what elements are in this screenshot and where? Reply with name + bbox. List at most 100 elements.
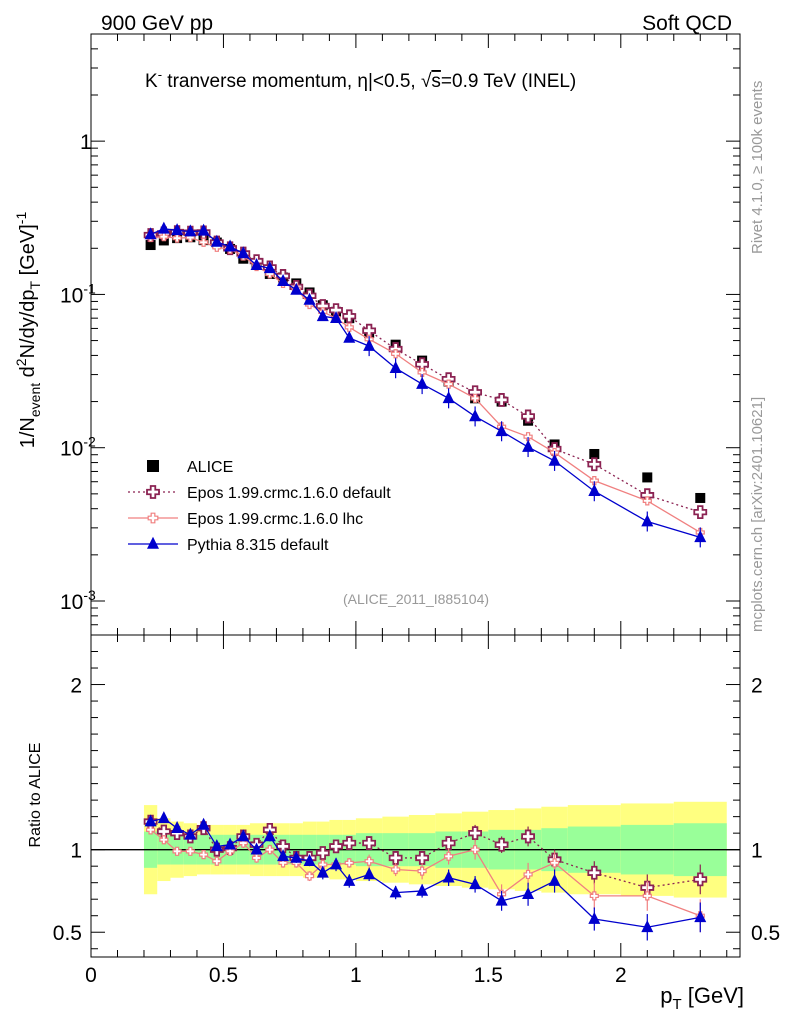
main-y-tick-exp: -2: [83, 434, 96, 450]
ratio-point: [278, 858, 288, 868]
ratio-axis-ticks: 0 0.5 1 1.5 20.5 0.51 12 2: [53, 635, 780, 987]
data-point: [303, 292, 316, 305]
data-point: [362, 323, 377, 338]
ratio-point: [344, 858, 354, 868]
x-tick-label: 1.5: [474, 964, 503, 987]
legend-label: Epos 1.99.crmc.1.6.0 default: [187, 485, 391, 502]
data-point: [444, 379, 454, 389]
title-rest3: =0.9 TeV (INEL): [441, 71, 576, 92]
title-sup: -: [158, 67, 162, 82]
ratio-point: [522, 887, 535, 900]
title-eta: η: [357, 71, 368, 92]
ratio-point: [444, 851, 454, 861]
main-y-label: 1/Nevent d2N/dy/dpT [GeV]-1: [13, 212, 43, 449]
header-left: 900 GeV pp: [101, 12, 213, 35]
ratio-point: [389, 885, 402, 898]
title-s: s: [431, 71, 441, 92]
legend-marker: [147, 512, 159, 524]
ratio-point: [442, 870, 455, 883]
ratio-point: [197, 817, 210, 830]
main-y-tick-label: 1: [80, 131, 92, 154]
ratio-y-label: Ratio to ALICE: [27, 743, 44, 848]
data-point: [157, 221, 170, 234]
data-point: [523, 432, 533, 442]
ratio-point: [171, 821, 184, 833]
ratio-point: [212, 856, 222, 866]
x-tick-label: 1: [350, 964, 362, 987]
ratio-y-tick-label: 0.5: [53, 922, 82, 945]
ratio-point: [159, 835, 169, 845]
data-point: [588, 484, 601, 497]
header-right: Soft QCD: [642, 12, 732, 35]
data-point: [184, 224, 197, 237]
ratio-point: [184, 827, 197, 840]
data-point: [495, 424, 508, 437]
legend-label: ALICE: [187, 459, 233, 476]
data-point: [469, 409, 482, 422]
ratio-point: [315, 846, 330, 860]
legend-marker: [147, 536, 159, 549]
ratio-y-tick-label-right: 2: [751, 675, 763, 698]
ratio-y-tick-label-right: 1: [751, 840, 763, 863]
data-point: [343, 330, 356, 343]
data-point: [416, 376, 429, 389]
main-y-tick-base: 1: [80, 131, 92, 154]
data-point: [344, 322, 354, 332]
ratio-point: [303, 854, 316, 867]
ratio-point: [588, 911, 601, 924]
ratio-y-tick-label: 1: [70, 840, 82, 863]
data-point: [548, 453, 561, 466]
ratio-point: [587, 865, 602, 880]
ratio-point: [277, 849, 290, 862]
ratio-point: [469, 877, 482, 890]
ratio-point: [362, 836, 377, 850]
data-point: [145, 240, 156, 251]
ratio-frame: [90, 634, 741, 958]
ratio-point: [441, 836, 456, 850]
title-sqrt: √: [421, 71, 432, 92]
ratio-point: [329, 839, 343, 854]
main-y-tick-label: 10-1: [60, 280, 96, 307]
data-point: [693, 505, 708, 520]
data-point: [198, 237, 209, 247]
ratio-point: [144, 814, 157, 827]
ratio-y-tick-label: 2: [70, 675, 82, 698]
main-plot-panel: 10-310-210-11: [60, 33, 741, 636]
data-point: [494, 393, 509, 407]
ratio-point: [318, 859, 328, 870]
legend-label: Pythia 8.315 default: [187, 537, 329, 554]
data-point: [224, 239, 237, 252]
ratio-point: [468, 826, 483, 841]
ratio-point: [238, 838, 248, 848]
data-point: [642, 496, 652, 506]
ratio-point: [415, 851, 430, 865]
ratio-point: [330, 857, 343, 870]
mcplots-label: mcplots.cern.ch [arXiv:2401.10621]: [749, 397, 766, 632]
ratio-point: [642, 891, 652, 901]
title-particle: K: [145, 71, 158, 92]
ratio-point: [198, 850, 209, 860]
data-point: [417, 367, 427, 377]
ratio-point: [156, 824, 171, 839]
ratio-point: [364, 856, 374, 866]
data-point: [694, 530, 707, 543]
ratio-point: [343, 873, 356, 886]
ratio-point: [237, 829, 250, 842]
ratio-point: [548, 873, 561, 886]
data-point: [210, 234, 223, 247]
analysis-id: (ALICE_2011_I885104): [343, 591, 489, 607]
ratio-point: [363, 867, 376, 880]
data-point: [172, 233, 182, 243]
main-y-tick-label: 10-2: [60, 434, 96, 461]
main-y-tick-label: 10-3: [60, 587, 96, 614]
ratio-point: [342, 836, 357, 850]
data-point: [363, 338, 376, 351]
main-y-tick-base: 10: [60, 591, 83, 614]
ratio-point: [304, 871, 315, 881]
ratio-point: [494, 837, 509, 852]
ratio-y-tick-label-right: 0.5: [751, 922, 780, 945]
ratio-point: [495, 893, 508, 906]
ratio-point: [210, 839, 223, 852]
data-point: [442, 391, 455, 404]
